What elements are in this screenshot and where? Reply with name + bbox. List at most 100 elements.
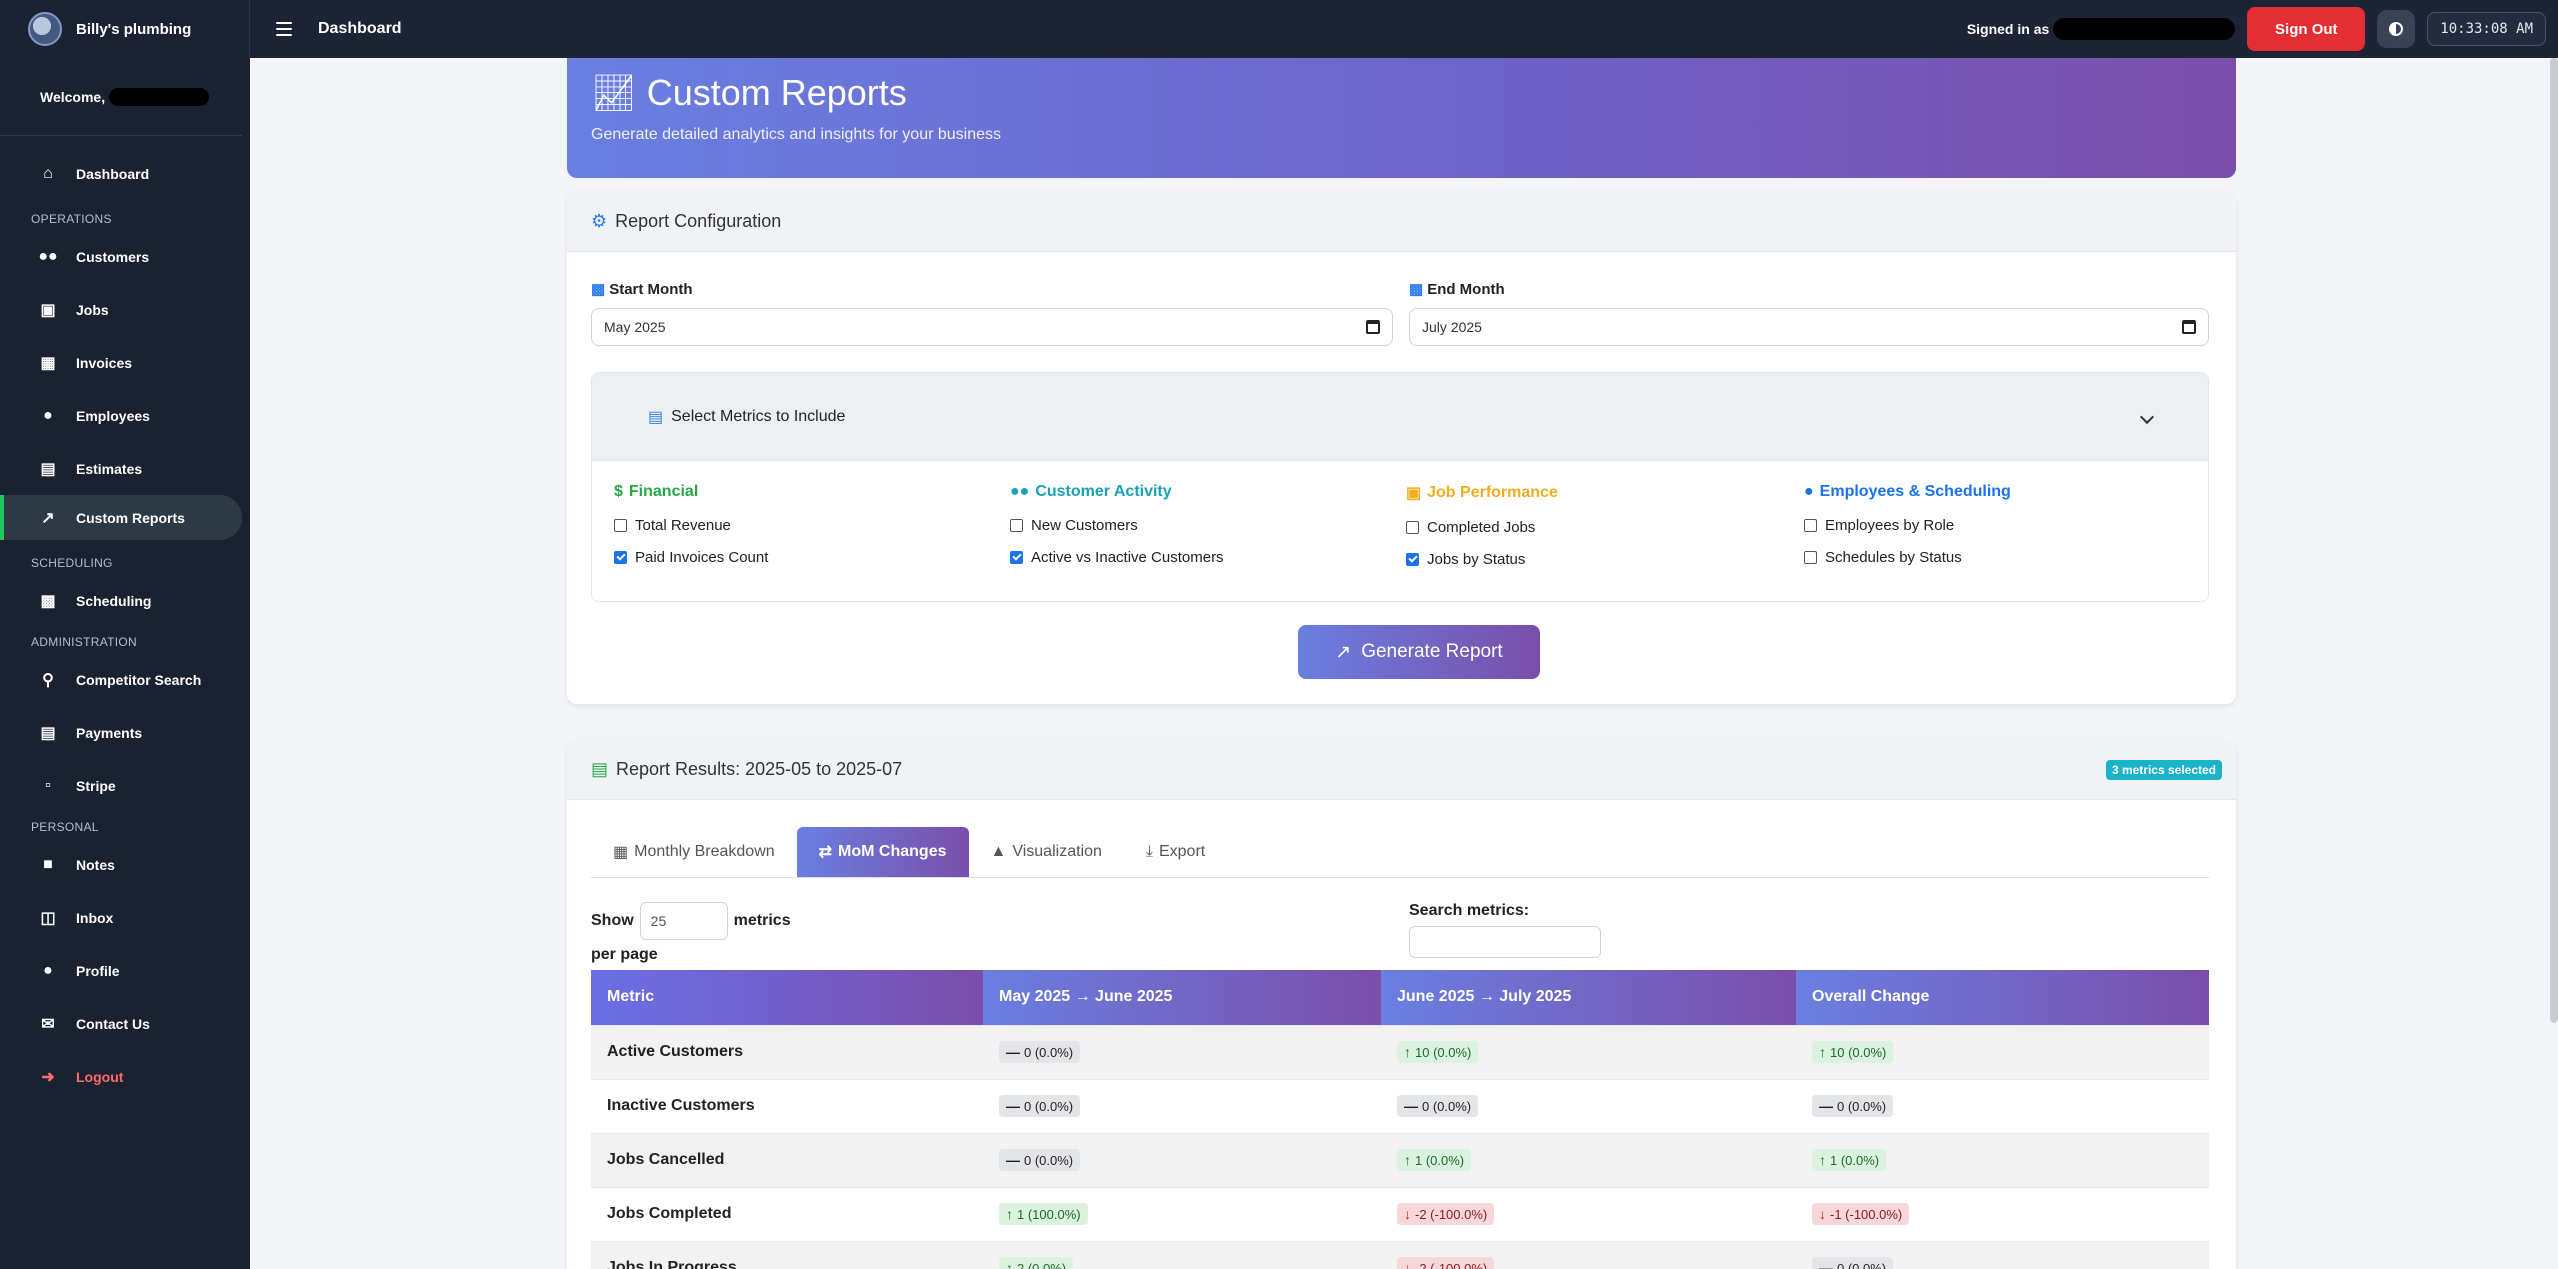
metric-group-title-text: Employees & Scheduling: [1819, 483, 2011, 500]
tab-monthly-breakdown[interactable]: ▦ Monthly Breakdown: [591, 827, 797, 877]
tab-label: Monthly Breakdown: [634, 843, 775, 860]
calendar-icon: ▩: [40, 592, 56, 610]
sidebar-item-payments[interactable]: ▤ Payments: [0, 706, 242, 759]
sidebar-item-notes[interactable]: ■ Notes: [0, 838, 242, 891]
tab-export[interactable]: ⤓ Export: [1124, 827, 1227, 877]
metric-option[interactable]: Active vs Inactive Customers: [1010, 541, 1405, 573]
sidebar-item-logout[interactable]: ➜ Logout: [0, 1050, 242, 1103]
checkbox[interactable]: [1804, 550, 1817, 564]
table-row: Jobs Completed ↑ 1 (100.0%) ↓ -2 (-100.0%) ↓ -…: [591, 1186, 2209, 1241]
change-cell: ↓ -1 (-100.0%): [1796, 1186, 2209, 1241]
hero-title: 📈︎ Custom Reports: [591, 72, 907, 114]
metric-group-customer-activity: ●● Customer Activity New Customers Active…: [1010, 483, 1405, 573]
sidebar-item-estimates[interactable]: ▤ Estimates: [0, 442, 242, 495]
sidebar-item-customers[interactable]: ●● Customers: [0, 230, 242, 283]
checkbox[interactable]: [1406, 520, 1419, 534]
metric-group-financial: $ Financial Total Revenue Paid Invoices C…: [614, 483, 1009, 573]
calendar-picker-icon[interactable]: [2182, 320, 2196, 334]
change-value: 0 (0.0%): [1024, 1044, 1074, 1060]
metric-group-title-text: Customer Activity: [1035, 483, 1172, 500]
chart-line-icon: ↗: [41, 509, 55, 527]
sign-out-button[interactable]: Sign Out: [2247, 7, 2366, 51]
briefcase-icon: ▣: [40, 301, 56, 319]
metric-group-title-text: Job Performance: [1427, 484, 1558, 501]
sidebar-item-stripe[interactable]: ▫ Stripe: [0, 759, 242, 812]
checkbox[interactable]: [614, 518, 627, 532]
calendar-picker-icon[interactable]: [1366, 320, 1380, 334]
metric-option[interactable]: Completed Jobs: [1406, 511, 1801, 543]
end-month-input[interactable]: July 2025: [1409, 308, 2209, 346]
chart-bar-icon: ▤: [648, 408, 664, 426]
sidebar-item-label: Custom Reports: [76, 509, 185, 526]
checkbox[interactable]: [1010, 550, 1023, 564]
chart-line-icon: 📈︎: [591, 72, 637, 113]
metric-cell: Jobs Cancelled: [591, 1132, 983, 1187]
sidebar-item-invoices[interactable]: ▦ Invoices: [0, 336, 242, 389]
metric-option-label: Active vs Inactive Customers: [1031, 548, 1224, 566]
sidebar-item-inbox[interactable]: ◫ Inbox: [0, 891, 242, 944]
change-cell: —0 (0.0%): [1796, 1240, 2209, 1269]
metric-option[interactable]: Employees by Role: [1804, 509, 2199, 541]
change-value: 1 (0.0%): [1830, 1152, 1880, 1168]
metric-option[interactable]: New Customers: [1010, 509, 1405, 541]
column-header-may-june[interactable]: May 2025 → June 2025: [983, 970, 1381, 1025]
menu-toggle-icon[interactable]: [276, 22, 292, 36]
change-badge: ↑ 10 (0.0%): [1812, 1041, 1894, 1063]
sidebar-section-scheduling: SCHEDULING: [31, 556, 113, 570]
change-badge: ↑ 2 (0.0%): [999, 1257, 1074, 1269]
per-page-label: per page: [591, 946, 658, 963]
change-badge: ↑ 1 (0.0%): [1812, 1149, 1887, 1171]
sidebar-item-scheduling[interactable]: ▩ Scheduling: [0, 574, 242, 627]
tab-mom-changes[interactable]: ⇄ MoM Changes: [796, 827, 969, 877]
tab-visualization[interactable]: ▲ Visualization: [969, 827, 1124, 877]
table-icon: ▦: [613, 844, 629, 861]
sidebar-item-jobs[interactable]: ▣ Jobs: [0, 283, 242, 336]
sidebar-item-dashboard[interactable]: ⌂ Dashboard: [0, 151, 242, 196]
metric-option[interactable]: Total Revenue: [614, 509, 1009, 541]
checkbox[interactable]: [1010, 518, 1023, 532]
search-metrics-input[interactable]: [1409, 926, 1601, 958]
generate-report-button[interactable]: ↗ Generate Report: [1298, 625, 1540, 679]
sidebar-item-profile[interactable]: ● Profile: [0, 944, 242, 997]
metric-option[interactable]: Paid Invoices Count: [614, 541, 1009, 573]
change-cell: —0 (0.0%): [983, 1024, 1381, 1079]
metric-option-label: Schedules by Status: [1825, 548, 1962, 566]
table-row: Inactive Customers —0 (0.0%) —0 (0.0%) —0 (…: [591, 1078, 2209, 1133]
start-month-label-text: Start Month: [609, 280, 693, 298]
sidebar-item-label: Contact Us: [76, 1015, 150, 1032]
sidebar-item-label: Invoices: [76, 354, 133, 371]
metric-option-label: Employees by Role: [1825, 516, 1955, 534]
change-badge: —0 (0.0%): [999, 1149, 1081, 1171]
metric-option[interactable]: Jobs by Status: [1406, 543, 1801, 575]
column-header-june-july[interactable]: June 2025 → July 2025: [1381, 970, 1796, 1025]
report-configuration-title: Report Configuration: [615, 211, 782, 231]
metrics-accordion-toggle[interactable]: ▤ Select Metrics to Include: [592, 373, 2208, 461]
theme-toggle-button[interactable]: [2377, 10, 2416, 48]
change-value: -2 (-100.0%): [1415, 1260, 1488, 1269]
metric-group-title: $ Financial: [614, 483, 1009, 501]
sidebar-item-contact-us[interactable]: ✉ Contact Us: [0, 997, 242, 1050]
metric-name: Active Customers: [607, 1043, 744, 1060]
column-header-metric[interactable]: Metric: [591, 970, 983, 1025]
table-row: Jobs In Progress ↑ 2 (0.0%) ↓ -2 (-100.0%) — 0…: [591, 1240, 2209, 1269]
sidebar-item-employees[interactable]: ● Employees: [0, 389, 242, 442]
metrics-selector: ▤ Select Metrics to Include $ Financial T…: [591, 372, 2209, 602]
report-results-title: Report Results: 2025-05 to 2025-07: [616, 759, 903, 779]
main-content: 📈︎ Custom Reports Generate detailed analy…: [250, 58, 2558, 1269]
checkbox[interactable]: [614, 550, 627, 564]
start-month-input[interactable]: May 2025: [591, 308, 1393, 346]
column-header-overall[interactable]: Overall Change: [1796, 970, 2209, 1025]
page-size-input[interactable]: 25: [639, 902, 728, 940]
page-scrollbar[interactable]: [2550, 58, 2558, 1023]
report-results-header: ▤ Report Results: 2025-05 to 2025-07 3 m…: [567, 740, 2236, 800]
sidebar-item-competitor-search[interactable]: ⚲ Competitor Search: [0, 653, 242, 706]
metric-option[interactable]: Schedules by Status: [1804, 541, 2199, 573]
download-icon: ⤓: [1145, 843, 1153, 860]
metric-option-label: Total Revenue: [635, 516, 731, 534]
checkbox[interactable]: [1804, 518, 1817, 532]
checkbox[interactable]: [1406, 552, 1419, 566]
sidebar-item-custom-reports[interactable]: ↗ Custom Reports: [0, 495, 242, 540]
brand[interactable]: Billy's plumbing: [0, 0, 250, 58]
sidebar-section-administration: ADMINISTRATION: [31, 635, 137, 649]
table-row: Jobs Cancelled —0 (0.0%) ↑ 1 (0.0%) ↑ 1 (0.0%…: [591, 1132, 2209, 1187]
